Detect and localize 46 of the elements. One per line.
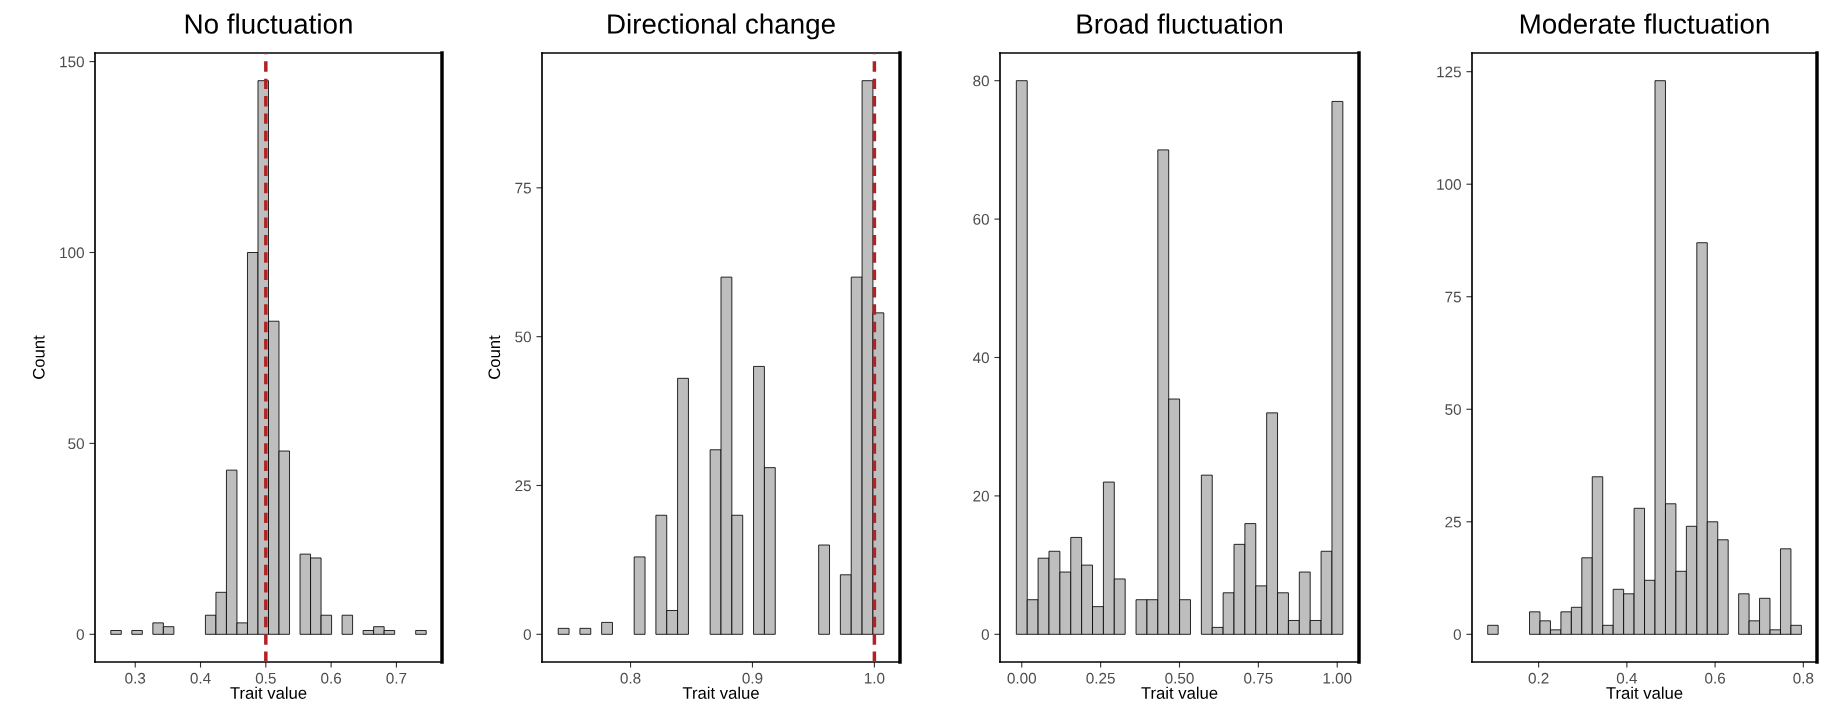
x-tick-label: 1.00 — [1323, 672, 1352, 684]
x-tick-label: 0.7 — [386, 672, 407, 684]
x-tick-label: 0.9 — [742, 672, 763, 684]
y-tick-label: 75 — [515, 182, 531, 194]
x-tick-label: 1.0 — [864, 672, 885, 684]
chart-title: No fluctuation — [185, 13, 352, 34]
x-axis-title: Trait value — [682, 686, 759, 699]
x-tick-label: 0.4 — [1616, 672, 1638, 684]
y-tick-label: 100 — [1437, 179, 1461, 190]
x-axis-title: Trait value — [1606, 686, 1683, 699]
x-tick-label: 0.6 — [321, 672, 342, 684]
y-tick-label: 25 — [515, 480, 531, 492]
y-tick-label: 50 — [1445, 404, 1461, 415]
y-tick-label: 50 — [68, 438, 84, 450]
y-tick-label: 0 — [523, 629, 531, 640]
y-tick-label: 60 — [973, 213, 989, 225]
y-tick-label: 0 — [76, 629, 84, 640]
x-tick-label: 0.50 — [1165, 672, 1194, 684]
y-tick-label: 40 — [972, 352, 989, 364]
chart-title: Broad fluctuation — [1077, 13, 1282, 34]
x-tick-label: 0.25 — [1086, 672, 1115, 684]
x-tick-label: 0.8 — [620, 672, 641, 684]
x-tick-label: 0.3 — [125, 672, 146, 684]
x-tick-label: 0.6 — [1705, 672, 1726, 684]
y-tick-label: 20 — [973, 490, 989, 502]
y-tick-label: 80 — [973, 75, 989, 87]
y-tick-label: 125 — [1437, 66, 1461, 78]
y-tick-label: 100 — [60, 247, 84, 259]
chart-title: Moderate fluctuation — [1520, 13, 1769, 34]
y-tick-label: 0 — [1453, 629, 1461, 640]
x-tick-label: 0.5 — [255, 672, 276, 684]
x-tick-label: 0.8 — [1793, 672, 1814, 684]
x-tick-label: 0.75 — [1244, 672, 1273, 684]
x-axis-title: Trait value — [230, 686, 307, 699]
y-tick-label: 50 — [515, 331, 531, 343]
y-axis-title: Count — [32, 335, 45, 379]
y-tick-label: 25 — [1445, 516, 1461, 528]
y-tick-label: 0 — [981, 629, 989, 640]
x-tick-label: 0.4 — [190, 672, 211, 684]
y-axis-title: Count — [488, 335, 501, 379]
chart-title: Directional change — [608, 13, 835, 40]
x-tick-label: 0.2 — [1528, 672, 1549, 684]
y-tick-label: 75 — [1445, 291, 1461, 303]
y-tick-label: 150 — [60, 56, 84, 68]
x-tick-label: 0.00 — [1007, 672, 1037, 684]
x-axis-title: Trait value — [1141, 686, 1218, 699]
